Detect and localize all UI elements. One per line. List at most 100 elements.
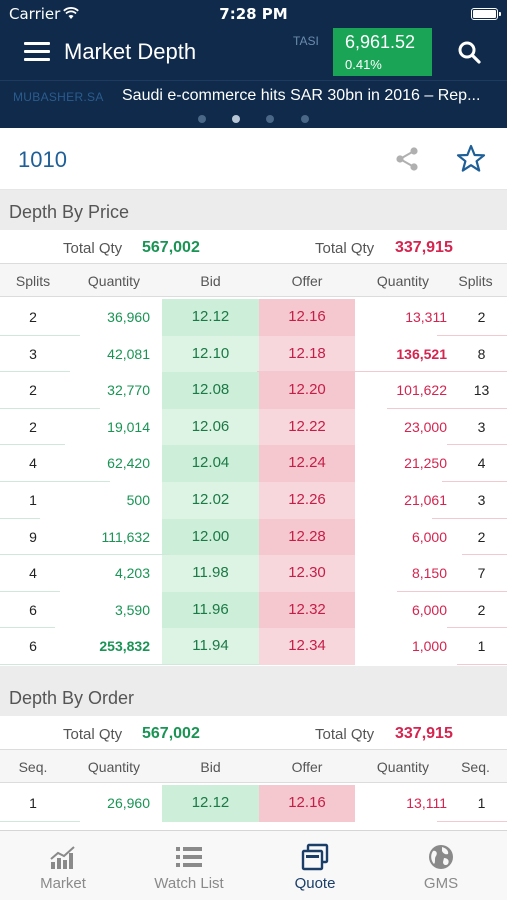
spacer <box>0 190 507 194</box>
bid-total-label: Total Qty <box>63 240 123 257</box>
col-quantity: Quantity <box>376 273 430 289</box>
offer-price: 12.22 <box>259 408 355 446</box>
offer-splits: 2 <box>477 309 486 325</box>
menu-icon[interactable] <box>24 42 50 62</box>
clock: 7:28 PM <box>219 5 288 23</box>
index-change: 0.41% <box>345 57 382 72</box>
col-offer: Offer <box>291 759 323 775</box>
bid-price: 12.12 <box>162 299 259 336</box>
share-icon[interactable] <box>394 146 420 172</box>
table-row[interactable]: 4 4,203 11.98 12.30 8,150 7 <box>0 555 507 592</box>
index-value: 6,961.52 <box>345 32 416 52</box>
page-dot[interactable] <box>266 115 274 123</box>
bid-price: 12.12 <box>162 785 259 822</box>
news-ticker[interactable]: MUBASHER.SA Saudi e-commerce hits SAR 30… <box>0 80 507 110</box>
bid-quantity: 26,960 <box>107 795 150 811</box>
bid-splits: 3 <box>29 345 37 362</box>
table-row[interactable]: 9 111,632 12.00 12.28 6,000 2 <box>0 518 507 556</box>
offer-quantity: 6,000 <box>411 528 447 545</box>
wifi-icon <box>63 7 79 19</box>
offer-price: 12.26 <box>259 482 355 519</box>
tab-gms[interactable]: GMS <box>378 831 504 900</box>
depth-bar-offer <box>447 627 507 629</box>
tab-label: Quote <box>294 875 336 892</box>
bid-splits: 4 <box>29 455 37 472</box>
bid-splits: 6 <box>29 601 37 618</box>
table-row[interactable]: 2 19,014 12.06 12.22 23,000 3 <box>0 408 507 446</box>
offer-quantity: 21,250 <box>404 455 447 472</box>
depth-by-order-table: 1 26,960 12.12 12.16 13,111 1 <box>0 785 507 830</box>
bid-price: 11.96 <box>162 591 259 629</box>
table-row[interactable]: 4 62,420 12.04 12.24 21,250 4 <box>0 445 507 482</box>
carrier-label: Carrier <box>9 5 61 23</box>
offer-total-label: Total Qty <box>315 726 375 743</box>
bid-splits: 1 <box>29 492 37 508</box>
bid-quantity: 42,081 <box>107 345 150 362</box>
depth-by-order-header: Depth By Order <box>0 680 507 716</box>
bid-quantity: 19,014 <box>107 418 150 435</box>
offer-quantity: 13,311 <box>405 309 447 325</box>
offer-price: 12.20 <box>259 372 355 409</box>
section-title: Depth By Order <box>9 688 135 708</box>
nav-bar: Market Depth TASI 6,961.52 0.41% <box>0 28 507 78</box>
page-dot[interactable] <box>301 115 309 123</box>
col-quantity: Quantity <box>87 759 141 775</box>
bid-price: 11.98 <box>162 555 259 592</box>
depth-bar-offer <box>437 334 507 336</box>
table-row[interactable]: 1 500 12.02 12.26 21,061 3 <box>0 482 507 519</box>
offer-quantity: 8,150 <box>411 565 447 582</box>
depth-bar-bid <box>0 820 80 822</box>
bid-quantity: 3,590 <box>114 601 150 618</box>
depth-bar-bid <box>0 627 55 629</box>
depth-bar-offer <box>437 820 507 822</box>
tab-label: Market <box>40 875 86 892</box>
bid-quantity: 253,832 <box>99 638 150 655</box>
search-icon[interactable] <box>457 40 481 64</box>
table-row[interactable]: 6 3,590 11.96 12.32 6,000 2 <box>0 591 507 629</box>
depth-bar-offer <box>447 444 507 446</box>
symbol-code[interactable]: 1010 <box>18 147 67 172</box>
depth-bar-bid <box>0 517 40 519</box>
spacer <box>0 666 507 680</box>
offer-quantity: 13,111 <box>406 795 447 811</box>
depth-bar-offer <box>397 590 507 592</box>
offer-seq: 1 <box>477 795 486 811</box>
bid-total-value: 567,002 <box>142 725 200 742</box>
tab-market[interactable]: Market <box>0 831 126 900</box>
offer-splits: 2 <box>477 528 486 545</box>
offer-price: 12.30 <box>259 555 355 592</box>
depth-bar-offer <box>442 480 507 482</box>
bid-quantity: 4,203 <box>114 565 150 582</box>
offer-total-label: Total Qty <box>315 240 375 257</box>
page-title: Market Depth <box>64 39 197 64</box>
star-icon[interactable] <box>456 144 486 174</box>
table-row[interactable]: 6 253,832 11.94 12.34 1,000 1 <box>0 628 507 665</box>
offer-splits: 8 <box>477 345 486 362</box>
news-headline[interactable]: Saudi e-commerce hits SAR 30bn in 2016 –… <box>122 87 481 104</box>
bid-price: 12.02 <box>162 482 259 519</box>
offer-quantity: 21,061 <box>404 492 447 508</box>
table-row[interactable]: 2 32,770 12.08 12.20 101,622 13 <box>0 372 507 409</box>
table-row[interactable]: 1 26,960 12.12 12.16 13,111 1 <box>0 785 507 822</box>
table-row[interactable]: 2 36,960 12.12 12.16 13,311 2 <box>0 299 507 336</box>
table-row[interactable]: 3 42,081 12.10 12.18 136,521 8 <box>0 335 507 373</box>
page-dot[interactable] <box>198 115 206 123</box>
bid-splits: 9 <box>29 528 37 545</box>
offer-price: 12.34 <box>259 628 355 665</box>
tab-watch-list[interactable]: Watch List <box>126 831 252 900</box>
offer-price: 12.32 <box>259 591 355 629</box>
bid-total-label: Total Qty <box>63 726 123 743</box>
bid-quantity: 62,420 <box>107 455 150 472</box>
quote-icon <box>301 843 329 871</box>
offer-splits: 1 <box>477 638 486 655</box>
tab-bar: Market Watch List Quote GMS <box>0 830 507 900</box>
index-badge[interactable]: 6,961.52 0.41% <box>333 28 432 76</box>
page-indicator <box>0 112 507 126</box>
bid-price: 12.00 <box>162 518 259 556</box>
bid-price: 12.04 <box>162 445 259 482</box>
offer-price: 12.24 <box>259 445 355 482</box>
depth-bar-bid <box>0 663 260 665</box>
page-dot-active[interactable] <box>232 115 240 123</box>
depth-by-price-columns: Splits Quantity Bid Offer Quantity Split… <box>0 263 507 297</box>
tab-quote[interactable]: Quote <box>252 831 378 900</box>
